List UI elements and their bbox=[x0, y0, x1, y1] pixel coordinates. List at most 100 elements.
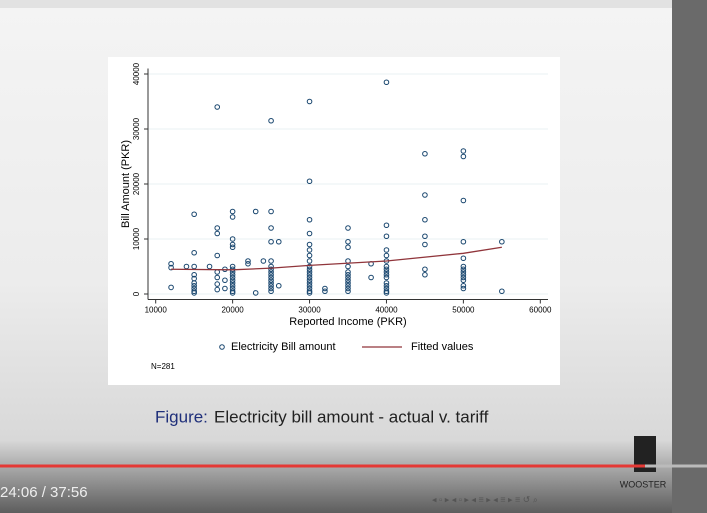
point bbox=[260, 258, 267, 264]
point bbox=[168, 264, 174, 271]
side-bar bbox=[672, 0, 707, 513]
point bbox=[460, 282, 467, 289]
point bbox=[168, 284, 174, 291]
point bbox=[460, 285, 467, 292]
point bbox=[383, 288, 390, 295]
point bbox=[229, 274, 236, 281]
point bbox=[229, 290, 236, 296]
point bbox=[345, 271, 351, 278]
x-tick-label: 50000 bbox=[452, 306, 475, 315]
point bbox=[214, 225, 221, 231]
chart-panel bbox=[108, 57, 560, 385]
y-tick-label: 10000 bbox=[132, 227, 141, 250]
point bbox=[368, 274, 374, 281]
point bbox=[306, 274, 313, 281]
y-axis-title: Bill Amount (PKR) bbox=[120, 140, 132, 228]
point bbox=[345, 280, 351, 286]
point bbox=[345, 274, 351, 281]
logo-icon bbox=[634, 436, 656, 472]
point bbox=[306, 258, 313, 264]
point bbox=[383, 274, 390, 281]
legend-swatch bbox=[219, 344, 225, 350]
point bbox=[214, 281, 221, 287]
point bbox=[191, 249, 197, 256]
point bbox=[191, 290, 197, 296]
point bbox=[306, 230, 313, 237]
x-tick-label: 20000 bbox=[221, 306, 244, 315]
point bbox=[422, 266, 428, 273]
point bbox=[268, 282, 274, 289]
point bbox=[229, 241, 236, 248]
point bbox=[229, 214, 236, 220]
point bbox=[460, 263, 467, 270]
x-tick-label: 40000 bbox=[375, 306, 398, 315]
point bbox=[229, 244, 236, 251]
point bbox=[383, 266, 390, 273]
point bbox=[383, 282, 390, 289]
point bbox=[268, 238, 274, 245]
point bbox=[422, 271, 428, 278]
point bbox=[268, 285, 274, 292]
point bbox=[275, 282, 282, 289]
point bbox=[191, 211, 197, 218]
note: N=281 bbox=[151, 362, 175, 371]
point bbox=[306, 247, 313, 253]
point bbox=[345, 282, 351, 289]
point bbox=[345, 269, 351, 275]
point bbox=[268, 288, 274, 295]
point bbox=[229, 208, 236, 215]
x-axis-title: Reported Income (PKR) bbox=[289, 316, 406, 328]
point bbox=[383, 271, 390, 278]
point bbox=[422, 192, 428, 198]
point bbox=[275, 238, 282, 245]
point bbox=[306, 282, 313, 289]
point bbox=[345, 288, 351, 295]
x-tick-label: 30000 bbox=[298, 306, 321, 315]
nav-symbols[interactable]: ◂ ▫ ▸ ◂ ▫ ▸ ◂ ≡ ▸ ◂ ≡ ▸ ≡ ↺ ⌕ bbox=[432, 494, 538, 504]
point bbox=[306, 98, 313, 105]
point bbox=[499, 238, 505, 245]
point bbox=[345, 225, 351, 231]
point bbox=[229, 263, 236, 270]
point bbox=[322, 288, 328, 295]
point bbox=[191, 271, 197, 278]
point bbox=[383, 269, 390, 275]
point bbox=[229, 288, 236, 295]
point bbox=[460, 269, 467, 275]
point bbox=[214, 252, 221, 259]
point bbox=[345, 263, 351, 270]
point bbox=[345, 244, 351, 251]
point bbox=[345, 285, 351, 292]
point bbox=[460, 238, 467, 245]
y-tick-label: 20000 bbox=[132, 172, 141, 195]
point bbox=[383, 290, 390, 296]
point bbox=[229, 280, 236, 286]
point bbox=[268, 225, 274, 231]
point bbox=[306, 277, 313, 284]
point bbox=[268, 266, 274, 273]
point bbox=[383, 247, 390, 253]
point bbox=[460, 277, 467, 284]
point bbox=[422, 233, 428, 240]
point bbox=[345, 238, 351, 245]
point bbox=[460, 274, 467, 281]
point bbox=[268, 208, 274, 215]
point bbox=[214, 104, 221, 110]
point bbox=[229, 277, 236, 284]
point bbox=[168, 260, 174, 267]
point bbox=[460, 266, 467, 273]
point bbox=[222, 277, 228, 284]
point bbox=[222, 285, 228, 292]
point bbox=[383, 263, 390, 270]
point bbox=[306, 241, 313, 248]
point bbox=[229, 282, 236, 289]
point bbox=[214, 274, 221, 281]
point bbox=[383, 252, 390, 259]
x-tick-label: 10000 bbox=[145, 306, 168, 315]
point bbox=[268, 277, 274, 284]
point bbox=[499, 288, 505, 295]
y-tick-label: 30000 bbox=[132, 117, 141, 140]
point bbox=[306, 280, 313, 286]
y-tick-label: 0 bbox=[132, 291, 141, 296]
point bbox=[460, 148, 467, 154]
